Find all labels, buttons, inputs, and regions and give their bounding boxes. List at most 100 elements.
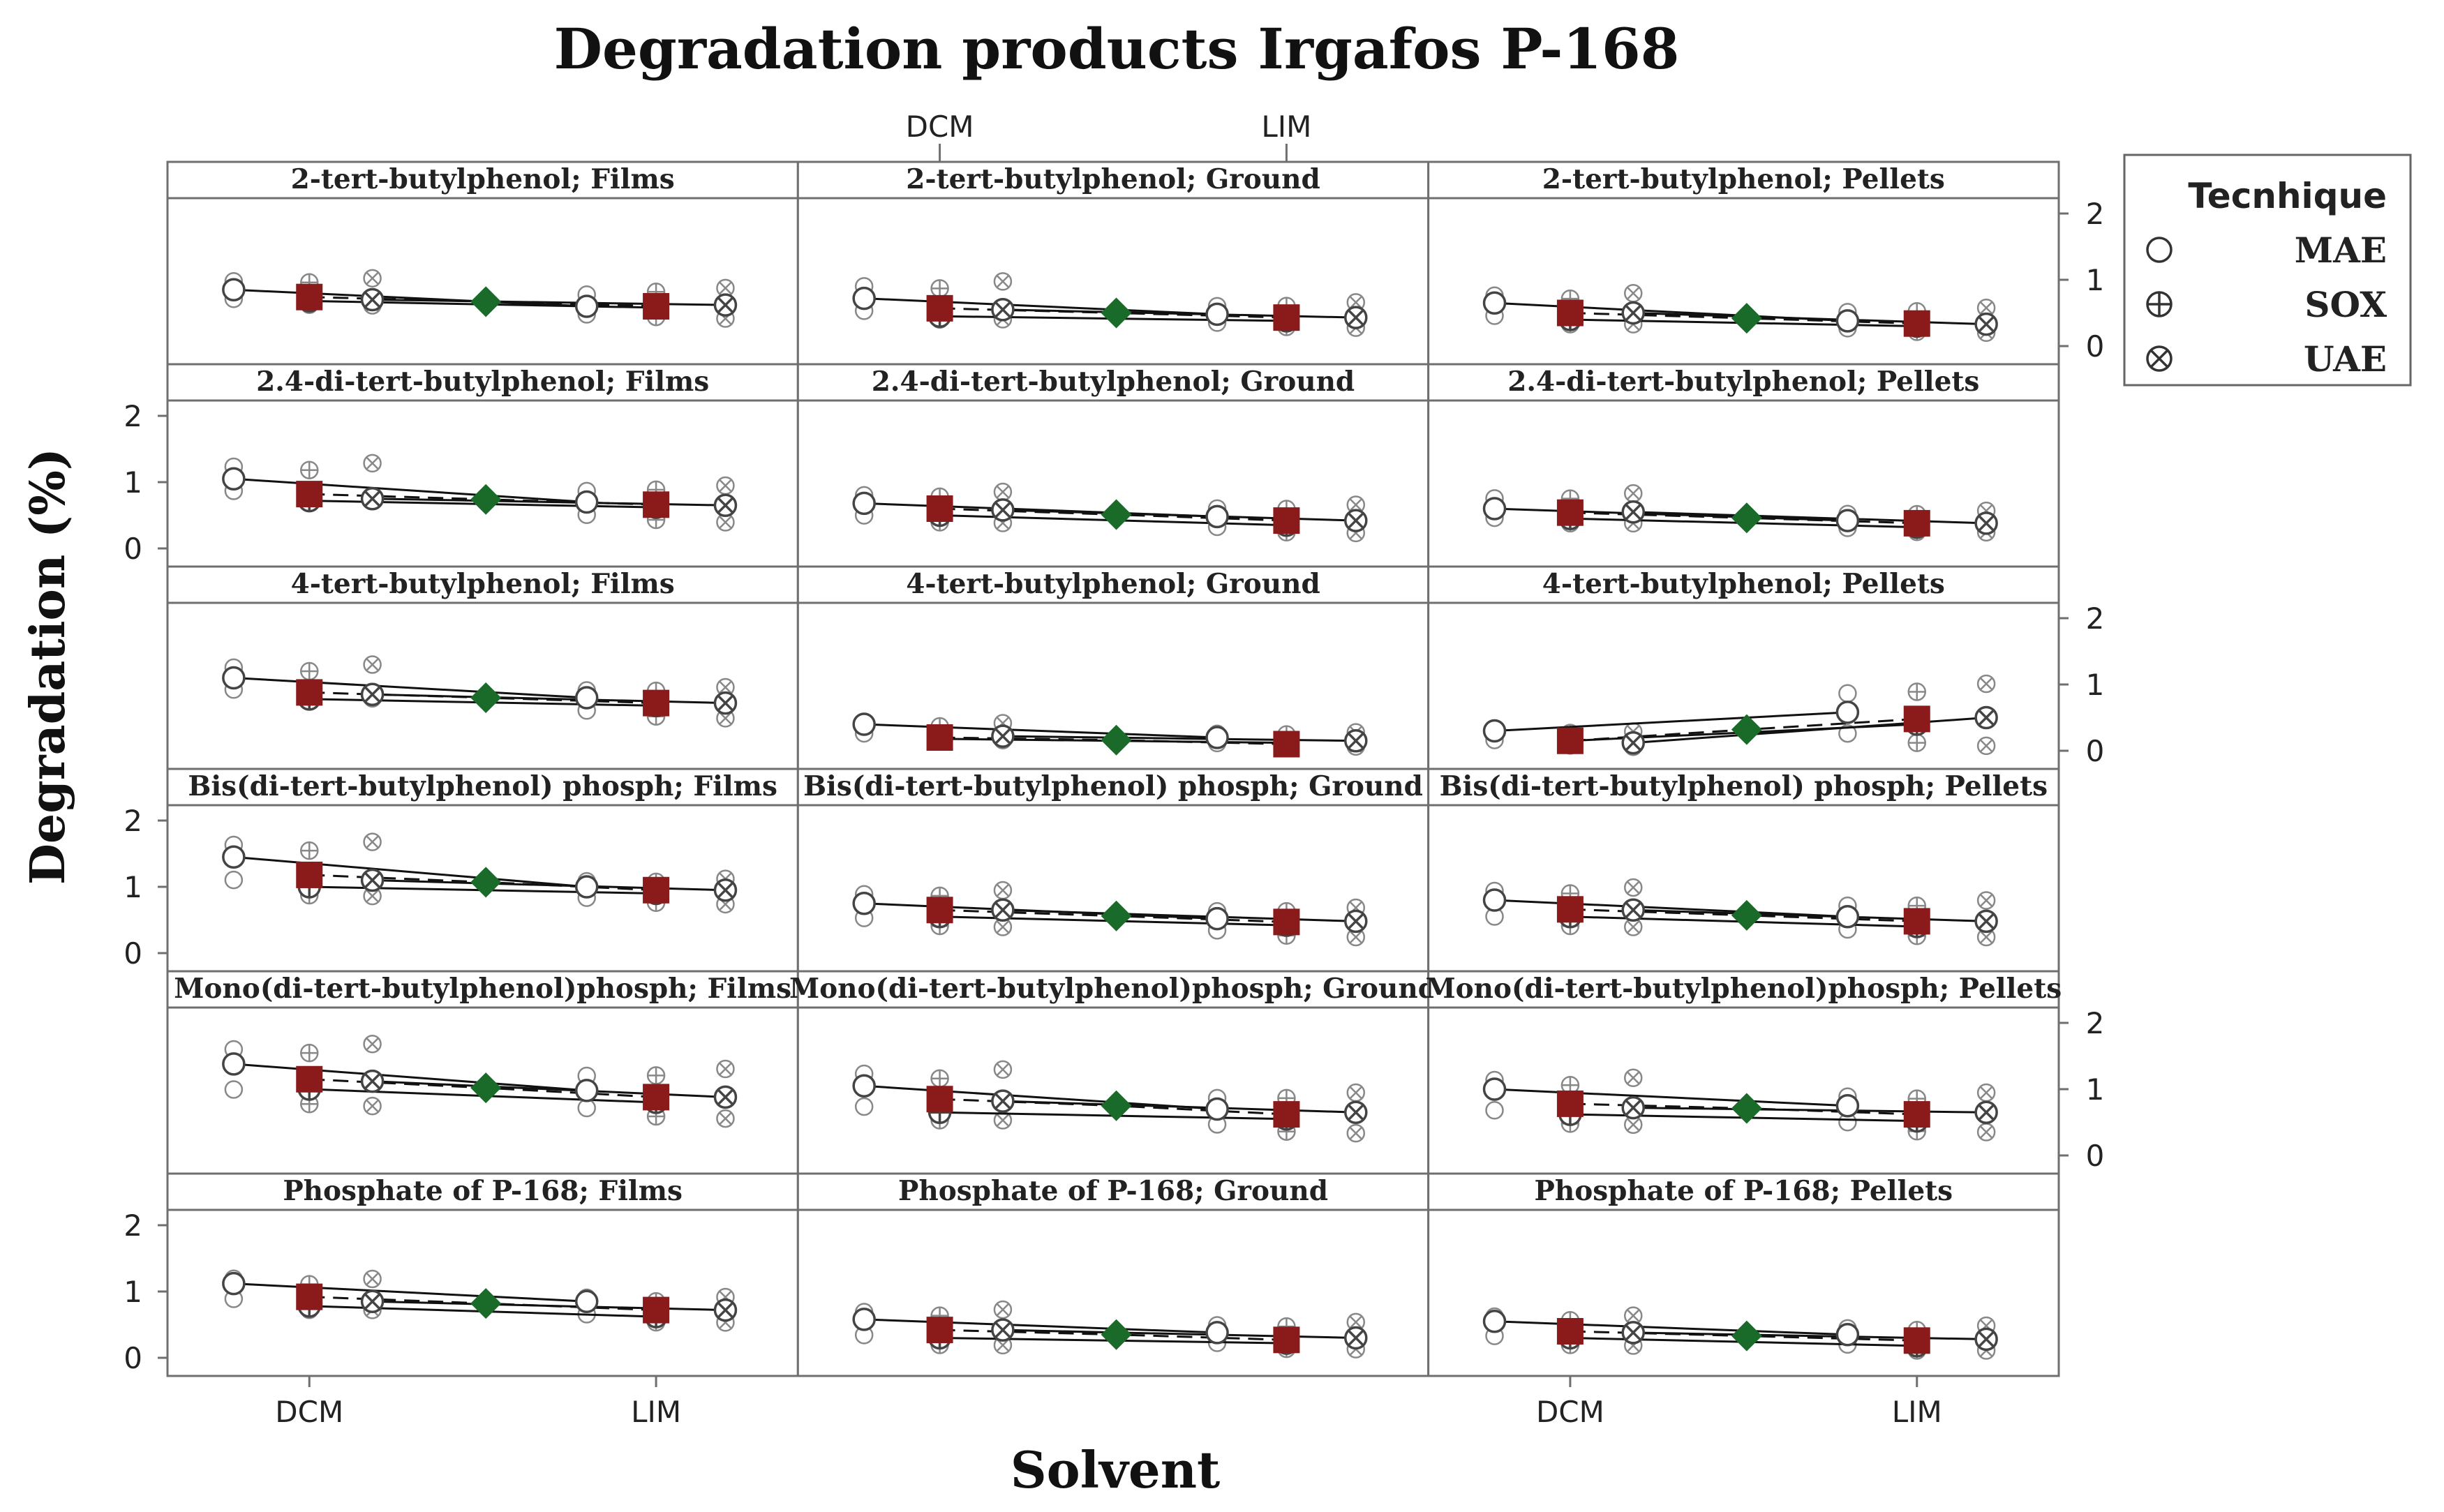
panel: Bis(di-tert-butylphenol) phosph; Pellets — [1427, 768, 2060, 973]
mean-marker-mae — [1205, 726, 1229, 749]
mean-marker-mae — [222, 1052, 246, 1076]
panel-label: 4-tert-butylphenol; Pellets — [1542, 568, 1945, 600]
technique-line — [1494, 1320, 1848, 1336]
panel: 4-tert-butylphenol; Films — [166, 565, 799, 770]
solvent-mean-square — [926, 724, 953, 751]
mean-marker-mae — [1835, 905, 1860, 929]
panel-header — [796, 565, 1430, 604]
chart-title: Degradation products Irgafos P-168 — [554, 16, 1680, 82]
panel-frame — [166, 197, 799, 366]
mean-marker-mae — [1205, 1097, 1229, 1121]
mean-marker-uae-d2 — [717, 297, 734, 313]
mean-marker-uae-d2 — [1978, 709, 1995, 726]
y-tick-label: 2 — [124, 804, 142, 838]
replicate-marker-d2 — [719, 1111, 732, 1125]
panel-label: 4-tert-butylphenol; Ground — [906, 568, 1320, 600]
replicate-marker-d2 — [1349, 1126, 1363, 1140]
replicate-marker — [224, 870, 244, 890]
solvent-mean-square — [926, 1317, 953, 1344]
overall-mean-diamond — [470, 1072, 502, 1104]
mean-marker-mae — [222, 278, 246, 301]
y-tick-label: 2 — [124, 1208, 142, 1243]
solvent-mean-square — [296, 283, 323, 310]
legend-label: MAE — [2295, 230, 2387, 271]
mean-marker-uae-d2 — [364, 291, 381, 308]
y-tick-label: 2 — [2086, 197, 2105, 231]
overall-mean-diamond — [470, 484, 502, 515]
mean-marker-mae — [222, 1271, 246, 1296]
panel-label: 2-tert-butylphenol; Ground — [906, 163, 1320, 195]
mean-marker-mae — [1205, 1321, 1229, 1345]
overall-mean-diamond — [1101, 297, 1132, 329]
solvent-mean-square — [1903, 908, 1930, 935]
panel-frame — [796, 804, 1430, 973]
replicate-marker-d2 — [719, 712, 732, 725]
panel-frame — [166, 399, 799, 568]
solvent-mean-square — [1273, 731, 1300, 758]
x-tick-label-bottom: LIM — [1892, 1395, 1942, 1429]
mean-marker-uae-d2 — [994, 901, 1011, 919]
panel-frame — [796, 1006, 1430, 1175]
mean-marker-mae — [1205, 302, 1229, 327]
panel-frame — [796, 1208, 1430, 1377]
panel-label: Phosphate of P-168; Pellets — [1535, 1175, 1953, 1207]
mean-marker-uae-d2 — [1347, 309, 1364, 326]
replicate-marker-d2 — [996, 1063, 1010, 1077]
legend-label: SOX — [2304, 284, 2387, 325]
y-tick-label: 1 — [124, 1275, 142, 1309]
solvent-mean-square — [926, 897, 953, 924]
y-tick-label: 1 — [124, 870, 142, 904]
replicate-marker-d2 — [996, 485, 1010, 499]
mean-marker-mae — [1482, 888, 1507, 912]
y-axis-label: Degradation (%) — [20, 448, 76, 885]
mean-marker-mae — [574, 1289, 599, 1313]
mean-marker-uae-d2 — [364, 490, 381, 507]
panel-header — [796, 160, 1430, 200]
solvent-mean-square — [1903, 1101, 1930, 1128]
mean-marker-mae — [852, 1074, 876, 1098]
legend: Tecnhique MAE SOX UAE — [2123, 154, 2412, 387]
x-tick-label-bottom: DCM — [275, 1395, 343, 1429]
y-axis: 0 1 2 — [2059, 197, 2104, 364]
panel: Bis(di-tert-butylphenol) phosph; Ground — [796, 768, 1430, 973]
replicate-marker-d2 — [996, 1114, 1010, 1127]
solvent-mean-square — [1903, 310, 1930, 337]
x-tick-label-top: LIM — [1261, 110, 1311, 144]
mean-marker-uae-d2 — [717, 694, 734, 712]
replicate-marker-d2 — [996, 1303, 1010, 1317]
mean-marker-uae-d2 — [1347, 1329, 1364, 1347]
panel-header — [796, 363, 1430, 402]
replicate-marker-d2 — [366, 271, 379, 285]
mean-marker-uae-d2 — [1347, 732, 1364, 749]
replicate-marker-d2 — [366, 1037, 379, 1051]
y-tick-label: 2 — [2086, 1006, 2105, 1040]
mean-marker-mae — [1835, 1323, 1860, 1347]
mean-marker-uae-d2 — [1625, 1099, 1642, 1116]
mean-marker-uae-d2 — [1347, 1104, 1364, 1121]
mean-marker-mae — [852, 892, 876, 915]
solvent-mean-square — [643, 689, 670, 717]
solvent-mean-square — [1273, 304, 1300, 331]
replicate-marker — [224, 1080, 244, 1099]
mean-marker-uae-d2 — [364, 686, 381, 703]
panel-header — [1427, 970, 2060, 1009]
axes-layer: 0 1 2 0 1 2 0 1 2 0 1 2 0 1 2 0 1 2 DCM LIM DCM LIM DCM LIM — [124, 110, 2104, 1429]
panel-header — [166, 768, 799, 807]
y-axis: 0 1 2 — [124, 399, 167, 566]
panel-header — [1427, 160, 2060, 200]
panel-header — [1427, 363, 2060, 402]
replicate-marker-d2 — [719, 281, 732, 295]
panel-label: Bis(di-tert-butylphenol) phosph; Films — [188, 770, 777, 802]
technique-line — [233, 1063, 587, 1092]
solvent-mean-square — [296, 1283, 323, 1310]
overall-mean-diamond — [1101, 724, 1132, 756]
panel-label: Phosphate of P-168; Ground — [898, 1175, 1328, 1207]
overall-mean-diamond — [470, 867, 502, 898]
solvent-mean-square — [1556, 299, 1584, 327]
replicate-marker — [1485, 1101, 1504, 1120]
overall-mean-diamond — [1731, 899, 1762, 931]
panel-label: 2-tert-butylphenol; Films — [291, 163, 675, 195]
mean-marker-mae — [574, 686, 599, 710]
solvent-mean-square — [1273, 908, 1300, 936]
mean-marker-mae — [1482, 719, 1507, 743]
